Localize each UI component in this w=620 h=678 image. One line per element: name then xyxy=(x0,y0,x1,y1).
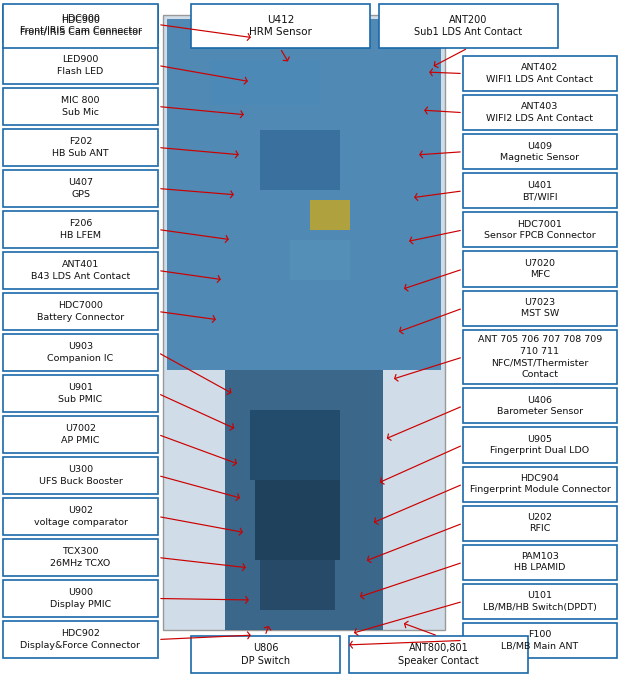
Text: HDC7001
Sensor FPCB Connector: HDC7001 Sensor FPCB Connector xyxy=(484,220,596,240)
Text: ANT401
B43 LDS Ant Contact: ANT401 B43 LDS Ant Contact xyxy=(31,260,130,281)
Bar xyxy=(463,427,617,462)
Text: U806
DP Switch: U806 DP Switch xyxy=(241,643,290,666)
Text: ANT403
WIFI2 LDS Ant Contact: ANT403 WIFI2 LDS Ant Contact xyxy=(487,102,593,123)
Text: U202
RFIC: U202 RFIC xyxy=(528,513,552,534)
Bar xyxy=(463,584,617,619)
Bar xyxy=(463,212,617,247)
Text: HDC900
Front/IRIS Cam Connector: HDC900 Front/IRIS Cam Connector xyxy=(19,14,141,35)
Bar xyxy=(3,252,158,289)
Bar xyxy=(191,4,370,48)
Text: HDC900
Front/IRIS Cam Connector: HDC900 Front/IRIS Cam Connector xyxy=(19,16,141,36)
Bar xyxy=(3,88,158,125)
Bar xyxy=(3,6,158,43)
Bar xyxy=(463,252,617,287)
Bar xyxy=(463,466,617,502)
Text: U300
UFS Buck Booster: U300 UFS Buck Booster xyxy=(38,465,122,485)
Bar xyxy=(463,388,617,424)
Bar xyxy=(463,623,617,658)
Text: U901
Sub PMIC: U901 Sub PMIC xyxy=(58,383,103,403)
Bar xyxy=(3,498,158,535)
Bar xyxy=(167,19,441,370)
Text: U406
Barometer Sensor: U406 Barometer Sensor xyxy=(497,396,583,416)
Bar xyxy=(463,544,617,580)
Text: U407
GPS: U407 GPS xyxy=(68,178,93,199)
Bar xyxy=(463,291,617,325)
Bar xyxy=(3,580,158,617)
Text: U7020
MFC: U7020 MFC xyxy=(525,259,556,279)
Text: U412
HRM Sensor: U412 HRM Sensor xyxy=(249,15,312,37)
Text: HDC902
Display&Force Connector: HDC902 Display&Force Connector xyxy=(20,629,141,650)
Bar xyxy=(3,375,158,412)
Text: F100
LB/MB Main ANT: F100 LB/MB Main ANT xyxy=(502,631,578,651)
Text: U903
Companion IC: U903 Companion IC xyxy=(47,342,113,363)
Bar xyxy=(463,56,617,91)
Bar xyxy=(463,506,617,541)
Bar xyxy=(3,129,158,166)
Text: TCX300
26MHz TCXO: TCX300 26MHz TCXO xyxy=(50,547,110,567)
Text: U7023
MST SW: U7023 MST SW xyxy=(521,298,559,319)
Bar xyxy=(463,174,617,208)
Bar xyxy=(463,134,617,170)
Bar xyxy=(463,330,617,384)
Text: LED900
Flash LED: LED900 Flash LED xyxy=(58,56,104,76)
Text: U902
voltage comparator: U902 voltage comparator xyxy=(33,506,128,527)
Bar xyxy=(290,240,350,280)
Text: PAM103
HB LPAMID: PAM103 HB LPAMID xyxy=(515,552,565,572)
Bar xyxy=(260,560,335,610)
Bar xyxy=(3,334,158,371)
Text: U905
Fingerprint Dual LDO: U905 Fingerprint Dual LDO xyxy=(490,435,590,455)
Bar xyxy=(3,170,158,207)
Bar xyxy=(255,480,340,560)
Text: HDC904
Fingerprint Module Connector: HDC904 Fingerprint Module Connector xyxy=(469,474,611,494)
Text: ANT 705 706 707 708 709
710 711
NFC/MST/Thermister
Contact: ANT 705 706 707 708 709 710 711 NFC/MST/… xyxy=(478,336,602,379)
Bar xyxy=(225,370,383,630)
Bar xyxy=(3,621,158,658)
Text: F206
HB LFEM: F206 HB LFEM xyxy=(60,219,101,240)
Bar xyxy=(349,636,528,673)
Bar xyxy=(3,47,158,84)
Text: F202
HB Sub ANT: F202 HB Sub ANT xyxy=(52,137,109,158)
Bar xyxy=(163,15,445,630)
Text: ANT800,801
Speaker Contact: ANT800,801 Speaker Contact xyxy=(398,643,479,666)
Text: U900
Display PMIC: U900 Display PMIC xyxy=(50,589,111,609)
Bar xyxy=(191,636,340,673)
Bar xyxy=(260,130,340,190)
Text: HDC7000
Battery Connector: HDC7000 Battery Connector xyxy=(37,301,124,322)
Bar xyxy=(3,457,158,494)
Text: U409
Magnetic Sensor: U409 Magnetic Sensor xyxy=(500,142,580,162)
Bar xyxy=(250,410,340,480)
Text: U7002
AP PMIC: U7002 AP PMIC xyxy=(61,424,100,445)
Bar xyxy=(3,416,158,453)
Text: ANT402
WIFI1 LDS Ant Contact: ANT402 WIFI1 LDS Ant Contact xyxy=(487,63,593,84)
Bar xyxy=(3,4,158,48)
Bar xyxy=(3,539,158,576)
Bar xyxy=(310,200,350,230)
Bar xyxy=(463,95,617,130)
Text: U401
BT/WIFI: U401 BT/WIFI xyxy=(522,180,558,201)
Bar xyxy=(379,4,558,48)
Text: ANT200
Sub1 LDS Ant Contact: ANT200 Sub1 LDS Ant Contact xyxy=(414,15,523,37)
Bar xyxy=(3,211,158,248)
Text: U101
LB/MB/HB Switch(DPDT): U101 LB/MB/HB Switch(DPDT) xyxy=(483,591,597,612)
Bar xyxy=(210,60,320,105)
Text: MIC 800
Sub Mic: MIC 800 Sub Mic xyxy=(61,96,100,117)
Bar xyxy=(3,293,158,330)
